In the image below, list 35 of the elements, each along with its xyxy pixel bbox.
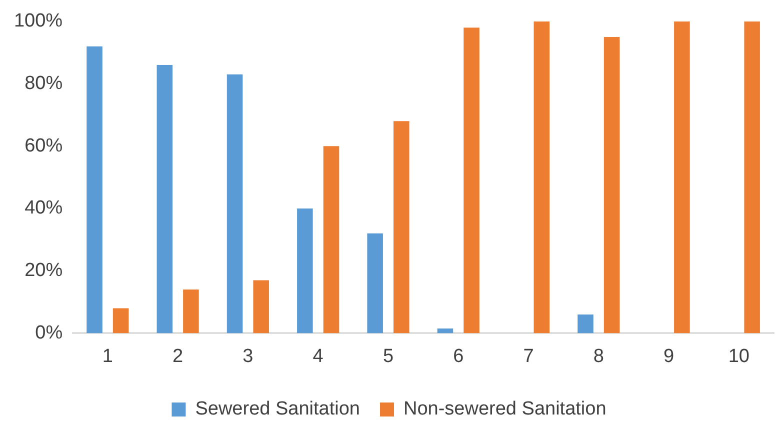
- x-tick-label: 5: [382, 346, 394, 367]
- x-tick-label: 1: [102, 346, 113, 367]
- y-tick-label: 100%: [14, 10, 63, 32]
- x-tick-label: 2: [172, 346, 184, 367]
- bar: [744, 21, 760, 334]
- bar: [437, 328, 454, 334]
- bar: [464, 28, 480, 334]
- bar: [604, 36, 620, 334]
- bar: [674, 21, 690, 334]
- x-tick-label: 10: [728, 346, 750, 367]
- bar: [367, 233, 383, 334]
- bar: [578, 314, 594, 334]
- y-tick-label: 40%: [24, 198, 63, 219]
- bar: [253, 280, 269, 334]
- y-tick-label: 0%: [35, 322, 63, 344]
- bar: [226, 74, 243, 334]
- bar: [323, 146, 340, 334]
- bar: [297, 208, 313, 334]
- y-tick-label: 80%: [24, 72, 63, 94]
- x-tick-label: 6: [453, 346, 464, 367]
- bar: [86, 46, 102, 334]
- bar: [112, 308, 129, 334]
- bar: [393, 121, 410, 334]
- y-tick-label: 20%: [24, 260, 63, 282]
- x-tick-label: 7: [523, 346, 534, 367]
- bar: [534, 21, 550, 334]
- x-tick-label: 8: [593, 346, 604, 367]
- legend-label: Sewered Sanitation: [195, 398, 360, 420]
- bar: [183, 290, 199, 334]
- y-tick-label: 60%: [24, 135, 63, 156]
- x-tick-label: 4: [312, 346, 324, 367]
- legend-label: Non-sewered Sanitation: [403, 398, 606, 420]
- x-tick-label: 3: [242, 346, 254, 367]
- bar: [156, 65, 173, 334]
- x-tick-label: 9: [664, 346, 674, 367]
